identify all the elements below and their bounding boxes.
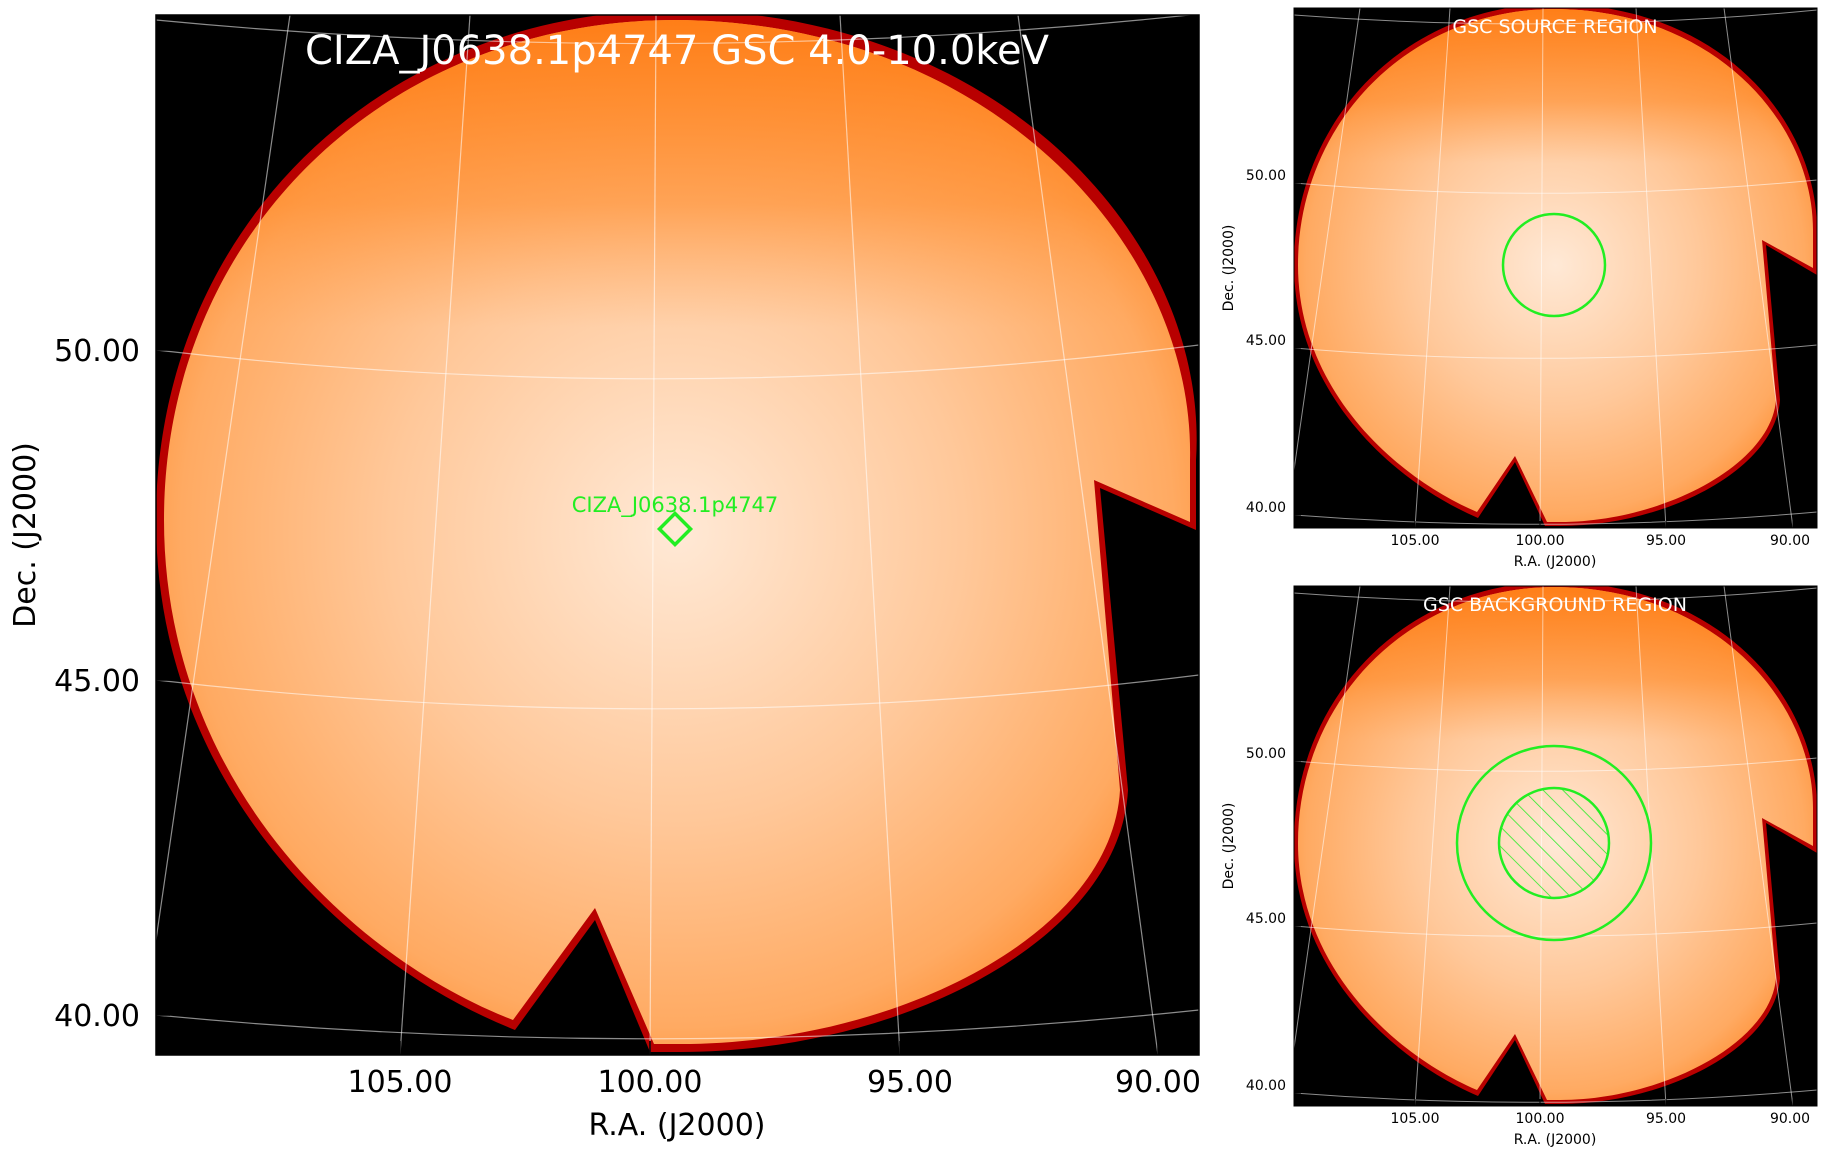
main-xtick-3: 90.00 xyxy=(1115,1065,1201,1100)
background-ytick-0: 50.00 xyxy=(1246,746,1286,762)
background-xtick-3: 90.00 xyxy=(1770,1111,1810,1127)
source-xtick-1: 100.00 xyxy=(1516,533,1565,549)
background-excluded-source-circle xyxy=(1497,786,1611,900)
main-xtick-1: 100.00 xyxy=(598,1065,703,1100)
source-xlabel: R.A. (J2000) xyxy=(1514,554,1597,570)
background-outer-annulus xyxy=(1455,744,1653,942)
source-xtick-2: 95.00 xyxy=(1646,533,1686,549)
main-title: CIZA_J0638.1p4747 GSC 4.0-10.0keV xyxy=(305,28,1050,74)
background-frame xyxy=(1293,585,1818,1107)
source-panel: GSC SOURCE REGION 50.00 45.00 40.00 105.… xyxy=(1221,7,1818,570)
source-region-circle xyxy=(1501,212,1607,318)
background-xtick-2: 95.00 xyxy=(1646,1111,1686,1127)
source-xtick-3: 90.00 xyxy=(1770,533,1810,549)
main-ytick-2: 40.00 xyxy=(54,999,140,1034)
source-ytick-1: 45.00 xyxy=(1246,333,1286,349)
source-xtick-0: 105.00 xyxy=(1391,533,1440,549)
main-source-label: CIZA_J0638.1p4747 xyxy=(572,493,779,518)
background-panel: GSC BACKGROUND REGION 50.00 45.00 40.00 … xyxy=(1221,585,1818,1148)
background-xtick-0: 105.00 xyxy=(1391,1111,1440,1127)
source-ytick-0: 50.00 xyxy=(1246,168,1286,184)
source-dec-grid xyxy=(1294,9,1817,525)
main-tick-marks xyxy=(156,349,1159,1055)
main-source-marker xyxy=(656,510,694,548)
source-frame xyxy=(1293,7,1818,529)
main-xlabel: R.A. (J2000) xyxy=(589,1108,766,1143)
source-ytick-2: 40.00 xyxy=(1246,500,1286,516)
main-xtick-0: 105.00 xyxy=(348,1065,453,1100)
background-ytick-1: 45.00 xyxy=(1246,911,1286,927)
main-xtick-2: 95.00 xyxy=(867,1065,953,1100)
source-ylabel: Dec. (J2000) xyxy=(1221,225,1237,312)
main-ra-grid xyxy=(156,15,1159,1055)
main-frame xyxy=(155,14,1200,1056)
source-title: GSC SOURCE REGION xyxy=(1452,16,1657,38)
main-dec-grid xyxy=(156,15,1199,1040)
background-dec-grid xyxy=(1294,587,1817,1103)
source-tick-marks xyxy=(1294,182,1794,528)
main-panel: CIZA_J0638.1p4747 CIZA_J0638.1p4747 GSC … xyxy=(8,14,1201,1143)
background-xlabel: R.A. (J2000) xyxy=(1514,1132,1597,1148)
main-sky-top-shade xyxy=(164,20,1191,1044)
background-ytick-2: 40.00 xyxy=(1246,1078,1286,1094)
background-title: GSC BACKGROUND REGION xyxy=(1423,594,1687,616)
background-tick-marks xyxy=(1294,760,1794,1106)
main-ytick-0: 50.00 xyxy=(54,334,140,369)
source-sky-top-shade xyxy=(1298,9,1813,522)
main-ylabel: Dec. (J2000) xyxy=(8,442,43,628)
background-xtick-1: 100.00 xyxy=(1516,1111,1565,1127)
source-ra-grid xyxy=(1294,8,1794,528)
background-ylabel: Dec. (J2000) xyxy=(1221,803,1237,890)
main-ytick-1: 45.00 xyxy=(54,664,140,699)
